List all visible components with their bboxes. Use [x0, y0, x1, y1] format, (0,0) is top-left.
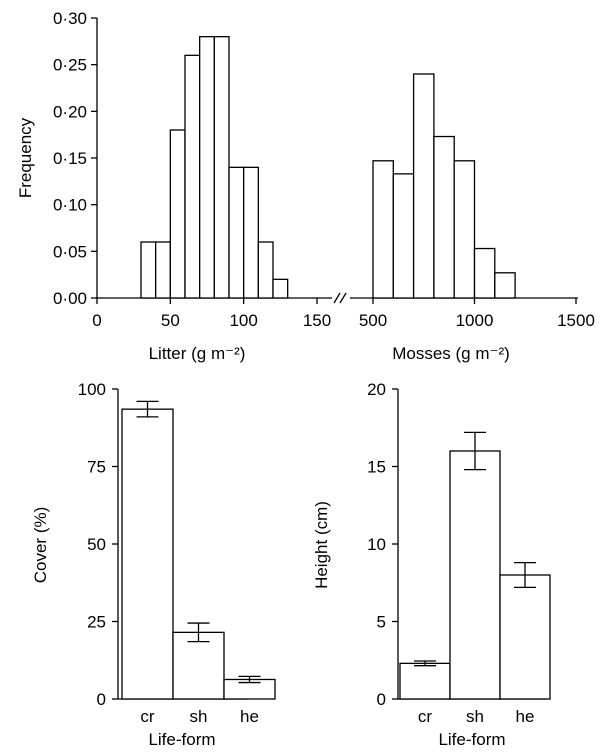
- mosses-tick-label: 1500: [557, 311, 595, 330]
- cover-category-label: he: [240, 707, 259, 726]
- axis-break: [333, 292, 347, 304]
- litter-bin-bar: [213, 36, 230, 299]
- height-tick-label: 5: [377, 613, 386, 632]
- cover-error-bar: [238, 675, 261, 684]
- cover-tick-label: 75: [87, 458, 106, 477]
- height-bars: [399, 431, 551, 700]
- cover-tick-group: 0 25 50 75 100: [78, 380, 118, 709]
- height-tick-label: 20: [367, 380, 386, 399]
- cover-axis-label: Cover (%): [31, 507, 50, 584]
- litter-bin-bar: [155, 241, 171, 299]
- cover-tick-label: 100: [78, 380, 106, 399]
- cover-category-label: cr: [140, 707, 155, 726]
- litter-tick-label: 0: [92, 311, 101, 330]
- litter-bin-bar: [184, 54, 201, 299]
- frequency-tick-label: 0·25: [53, 56, 87, 75]
- mosses-bin-bar: [412, 73, 435, 299]
- mosses-tick-label: 500: [359, 311, 387, 330]
- mosses-bin-bar: [494, 272, 516, 299]
- frequency-axis-label: Frequency: [16, 117, 35, 198]
- litter-tick-group: 0 50 100 150: [92, 298, 331, 330]
- litter-bin-bar: [169, 129, 186, 299]
- litter-axis-label: Litter (g m⁻²): [149, 344, 246, 363]
- frequency-tick-label: 0·05: [53, 242, 87, 261]
- histogram-panel: 0·00 0·05 0·10 0·15 0·20 0·25 0·30 Frequency 0…: [16, 9, 595, 363]
- frequency-tick-group: 0·00 0·05 0·10 0·15 0·20 0·25 0·30: [53, 9, 97, 308]
- mosses-bin-bar: [473, 247, 496, 299]
- cover-error-bar: [136, 400, 159, 418]
- litter-bin-bar: [228, 166, 245, 299]
- height-bar: [399, 662, 451, 700]
- height-axis-label: Height (cm): [312, 501, 331, 589]
- litter-bin-bar: [140, 241, 157, 299]
- cover-bar: [172, 631, 225, 700]
- mosses-bin-bar: [392, 173, 415, 299]
- frequency-tick-label: 0·15: [53, 149, 87, 168]
- mosses-bin-bar: [372, 160, 394, 299]
- cover-tick-label: 0: [97, 690, 106, 709]
- litter-tick-label: 50: [161, 311, 180, 330]
- cover-error-bar: [187, 622, 210, 643]
- mosses-axis-label: Mosses (g m⁻²): [392, 344, 510, 363]
- litter-bin-bar: [257, 241, 274, 299]
- height-category-label: sh: [466, 707, 484, 726]
- litter-bin-bar: [272, 278, 289, 299]
- height-error-bar: [414, 660, 436, 667]
- height-bar: [499, 574, 551, 700]
- height-tick-label: 0: [377, 690, 386, 709]
- cover-category-label: sh: [190, 707, 208, 726]
- height-category-group: cr sh he: [418, 707, 535, 726]
- height-tick-group: 0 5 10 15 20: [367, 380, 398, 709]
- litter-bin-bar: [243, 166, 259, 299]
- mosses-tick-group: 500 1000 1500: [359, 298, 595, 330]
- cover-category-group: cr sh he: [140, 707, 259, 726]
- height-tick-label: 15: [367, 458, 386, 477]
- height-category-label: he: [516, 707, 535, 726]
- height-category-label: cr: [418, 707, 433, 726]
- litter-bars: [140, 36, 289, 299]
- cover-tick-label: 50: [87, 535, 106, 554]
- frequency-tick-label: 0·10: [53, 196, 87, 215]
- litter-tick-label: 150: [303, 311, 331, 330]
- mosses-tick-label: 1000: [456, 311, 494, 330]
- cover-bars: [121, 400, 276, 700]
- frequency-tick-label: 0·20: [53, 102, 87, 121]
- cover-tick-label: 25: [87, 613, 106, 632]
- height-bar: [449, 450, 501, 700]
- litter-tick-label: 100: [229, 311, 257, 330]
- mosses-bars: [372, 73, 516, 299]
- height-tick-label: 10: [367, 535, 386, 554]
- cover-bar: [121, 408, 174, 700]
- cover-xlabel: Life-form: [148, 730, 215, 749]
- litter-bin-bar: [199, 36, 215, 299]
- height-panel: 0 5 10 15 20 cr sh he Height (cm) Life-form: [312, 380, 551, 749]
- cover-panel: 0 25 50 75 100 cr sh he Cover (%) Life-form: [31, 380, 276, 749]
- mosses-bin-bar: [453, 160, 476, 299]
- mosses-bin-bar: [433, 135, 455, 299]
- height-xlabel: Life-form: [438, 730, 505, 749]
- height-error-bar: [464, 431, 486, 471]
- height-error-bar: [514, 561, 536, 589]
- frequency-tick-label: 0·00: [53, 289, 87, 308]
- frequency-tick-label: 0·30: [53, 9, 87, 28]
